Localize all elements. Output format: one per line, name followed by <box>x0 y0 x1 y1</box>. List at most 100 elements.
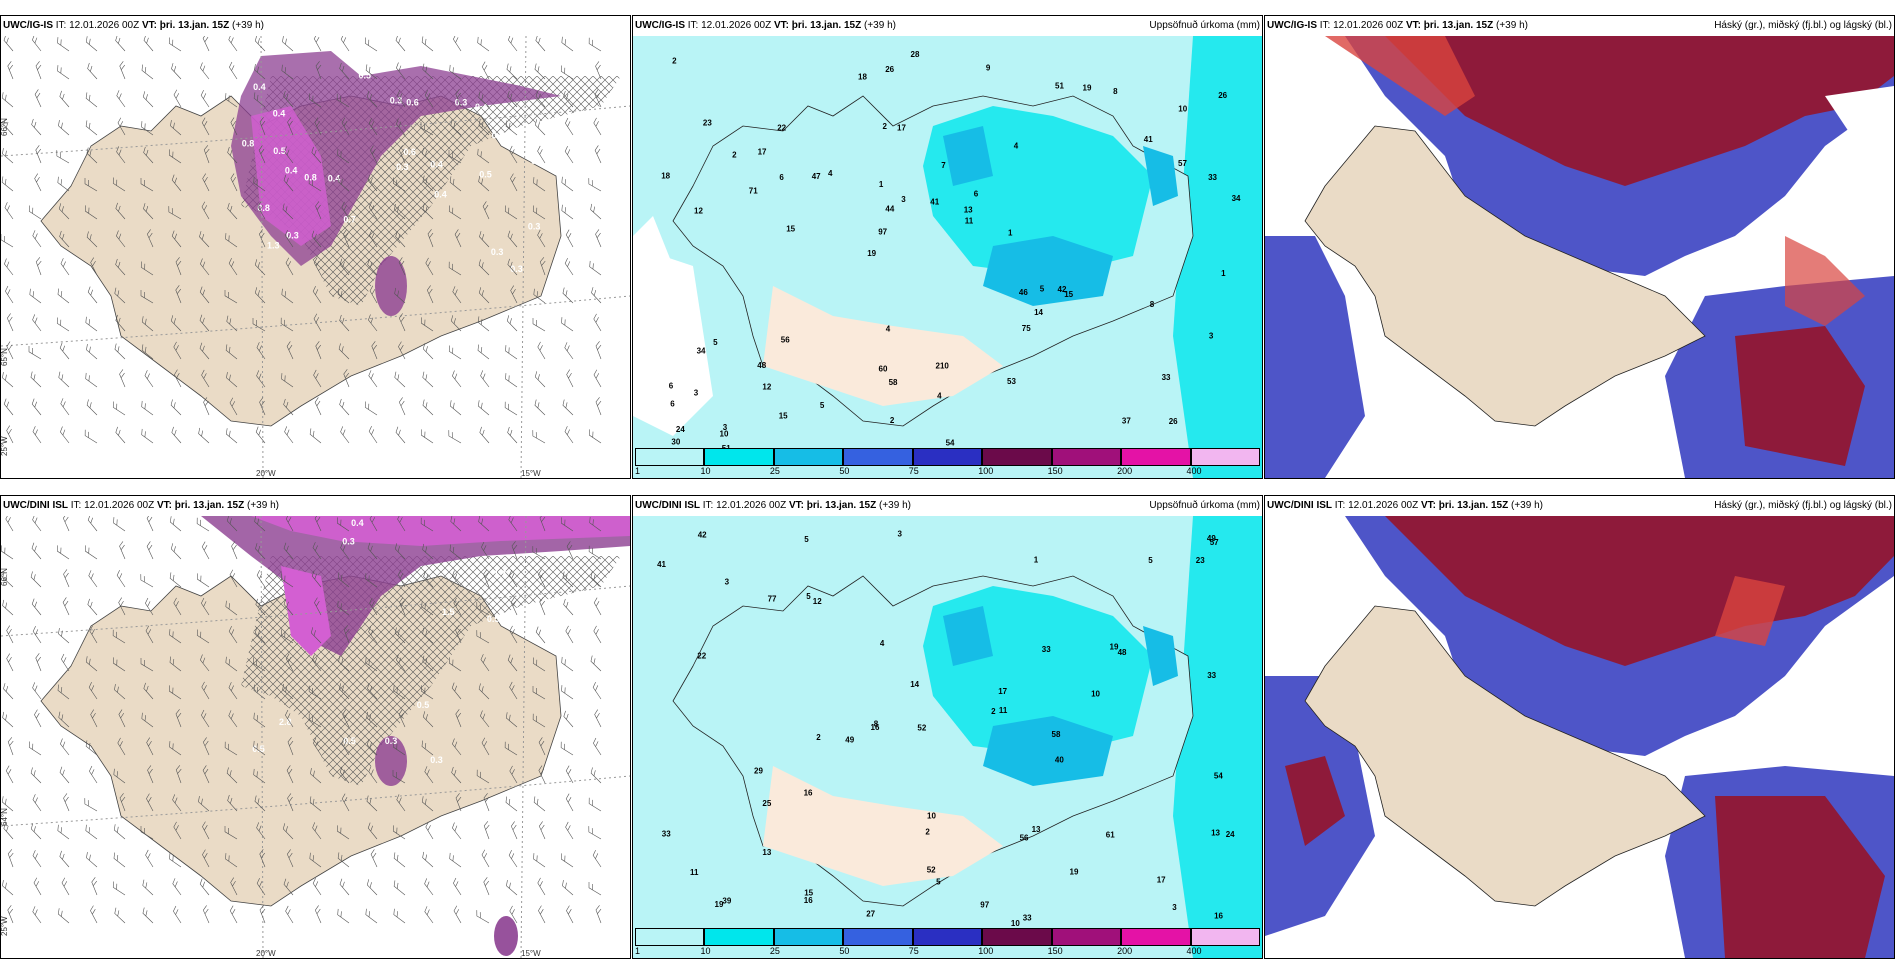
map-value-label: 34 <box>697 346 706 355</box>
map-value-label: 0.5 <box>479 169 492 179</box>
wind-barb-icon <box>230 173 238 192</box>
wind-barb-icon <box>62 516 70 532</box>
map-value-label: 4 <box>880 639 885 648</box>
wind-barb-icon <box>282 683 294 700</box>
map-value-label: 0.4 <box>273 108 286 118</box>
wind-barb-icon <box>32 516 42 532</box>
wind-barb-icon <box>449 64 462 80</box>
map-value-label: 18 <box>661 171 670 180</box>
wind-barb-icon <box>86 231 98 248</box>
map-value-label: 58 <box>889 378 898 387</box>
wind-barb-icon <box>477 316 490 332</box>
wind-barb-icon <box>30 371 42 388</box>
model-name: UWC/IG-IS <box>3 20 53 31</box>
wind-barb-icon <box>562 399 574 416</box>
wind-barb-icon <box>88 570 98 588</box>
wind-barb-icon <box>565 821 574 840</box>
map-value-label: 0.4 <box>430 160 443 170</box>
wind-barb-icon <box>566 541 574 560</box>
wind-barb-icon <box>341 793 350 812</box>
wind-barb-icon <box>227 202 238 220</box>
wind-barb-icon <box>253 92 266 108</box>
wind-barb-icon <box>422 175 434 192</box>
field-title: Háský (gr.), miðský (fj.bl.) og lágský (… <box>1714 20 1892 31</box>
wind-barb-icon <box>309 796 322 812</box>
valid-label: VT: <box>141 20 157 31</box>
wind-barb-icon <box>202 765 210 784</box>
wind-barb-icon <box>366 879 378 896</box>
wind-barb-icon <box>199 342 210 360</box>
wind-barb-icon <box>226 516 238 532</box>
wind-barb-icon <box>398 313 406 332</box>
wind-barb-icon <box>311 230 322 248</box>
map-value-label: 3 <box>1209 332 1214 341</box>
map-value-label: 19 <box>867 249 876 258</box>
map-value-label: 26 <box>1169 417 1178 426</box>
wind-barb-icon <box>308 713 322 728</box>
wind-barb-icon <box>508 36 518 52</box>
wind-barb-icon <box>56 317 70 332</box>
wind-barb-icon <box>57 288 70 304</box>
map-value-label: 57 <box>1210 538 1219 547</box>
colorbar-swatch <box>773 928 844 946</box>
wind-barb-icon <box>116 146 126 164</box>
map-value-label: 3 <box>901 195 906 204</box>
map-value-label: 16 <box>804 788 813 797</box>
wind-barb-icon <box>367 258 378 276</box>
wind-barb-icon <box>394 204 406 220</box>
wind-barb-icon <box>229 905 238 924</box>
map-value-label: 23 <box>1196 556 1205 565</box>
map-value-label: 16 <box>871 723 880 732</box>
wind-barb-icon <box>28 741 42 756</box>
wind-barb-icon <box>281 288 294 304</box>
map-value-label: 19 <box>1070 867 1079 876</box>
wind-barb-icon <box>478 259 490 276</box>
wind-barb-icon <box>399 597 406 616</box>
map-value-label: 0.4 <box>253 82 266 92</box>
map-value-label: 22 <box>777 124 786 133</box>
panel-bottom-middle: UWC/DINI ISL IT: 12.01.2026 00Z VT: þri.… <box>632 495 1263 959</box>
wind-barb-icon <box>451 766 462 784</box>
wind-barb-icon <box>143 682 154 700</box>
wind-barb-icon <box>448 345 462 360</box>
wind-barb-icon <box>505 796 518 812</box>
wind-barb-icon <box>338 176 350 192</box>
map-value-label: 25 <box>762 799 771 808</box>
wind-barb-icon <box>476 630 490 644</box>
map-value-label: 15 <box>1064 290 1073 299</box>
lead-time: (+39 h) <box>1496 20 1528 31</box>
wind-barb-icon <box>394 287 406 304</box>
valid-label: VT: <box>773 20 789 31</box>
wind-barb-icon <box>539 257 546 276</box>
panel-header: UWC/DINI ISL IT: 12.01.2026 00Z VT: þri.… <box>1 496 630 516</box>
wind-barb-icon <box>337 517 350 532</box>
wind-barb-icon <box>57 824 70 840</box>
wind-barb-icon <box>308 177 322 192</box>
wind-barb-icon <box>343 625 350 644</box>
wind-barb-icon <box>338 655 350 672</box>
wind-barb-icon <box>396 62 406 80</box>
map-value-label: 8 <box>874 720 879 729</box>
map-value-label: 1.7 <box>494 569 507 579</box>
colorbar-swatch <box>1051 928 1122 946</box>
map-value-label: 19 <box>1110 642 1119 651</box>
wind-barb-icon <box>143 36 154 52</box>
map-value-label: 17 <box>1157 876 1166 885</box>
wind-barb-icon <box>563 598 574 616</box>
wind-barb-icon <box>478 516 490 532</box>
wind-barb-icon <box>141 316 154 332</box>
wind-barb-icon <box>367 683 378 700</box>
precip-value-labels: 2612101943275461217615232634465797604422… <box>661 50 1241 453</box>
wind-barb-icon <box>476 769 490 784</box>
wind-barb-icon <box>198 427 210 444</box>
map-value-label: 24 <box>676 425 685 434</box>
wind-barb-icon <box>281 629 294 644</box>
wind-barb-icon <box>478 175 490 192</box>
wind-barb-icon <box>340 426 350 444</box>
wind-barb-icon <box>144 370 154 388</box>
wind-barb-icon <box>253 176 266 192</box>
wind-barb-icon <box>63 793 70 812</box>
wind-barb-icon <box>3 683 14 700</box>
wind-barb-icon <box>84 429 98 444</box>
wind-barb-icon <box>34 173 42 192</box>
